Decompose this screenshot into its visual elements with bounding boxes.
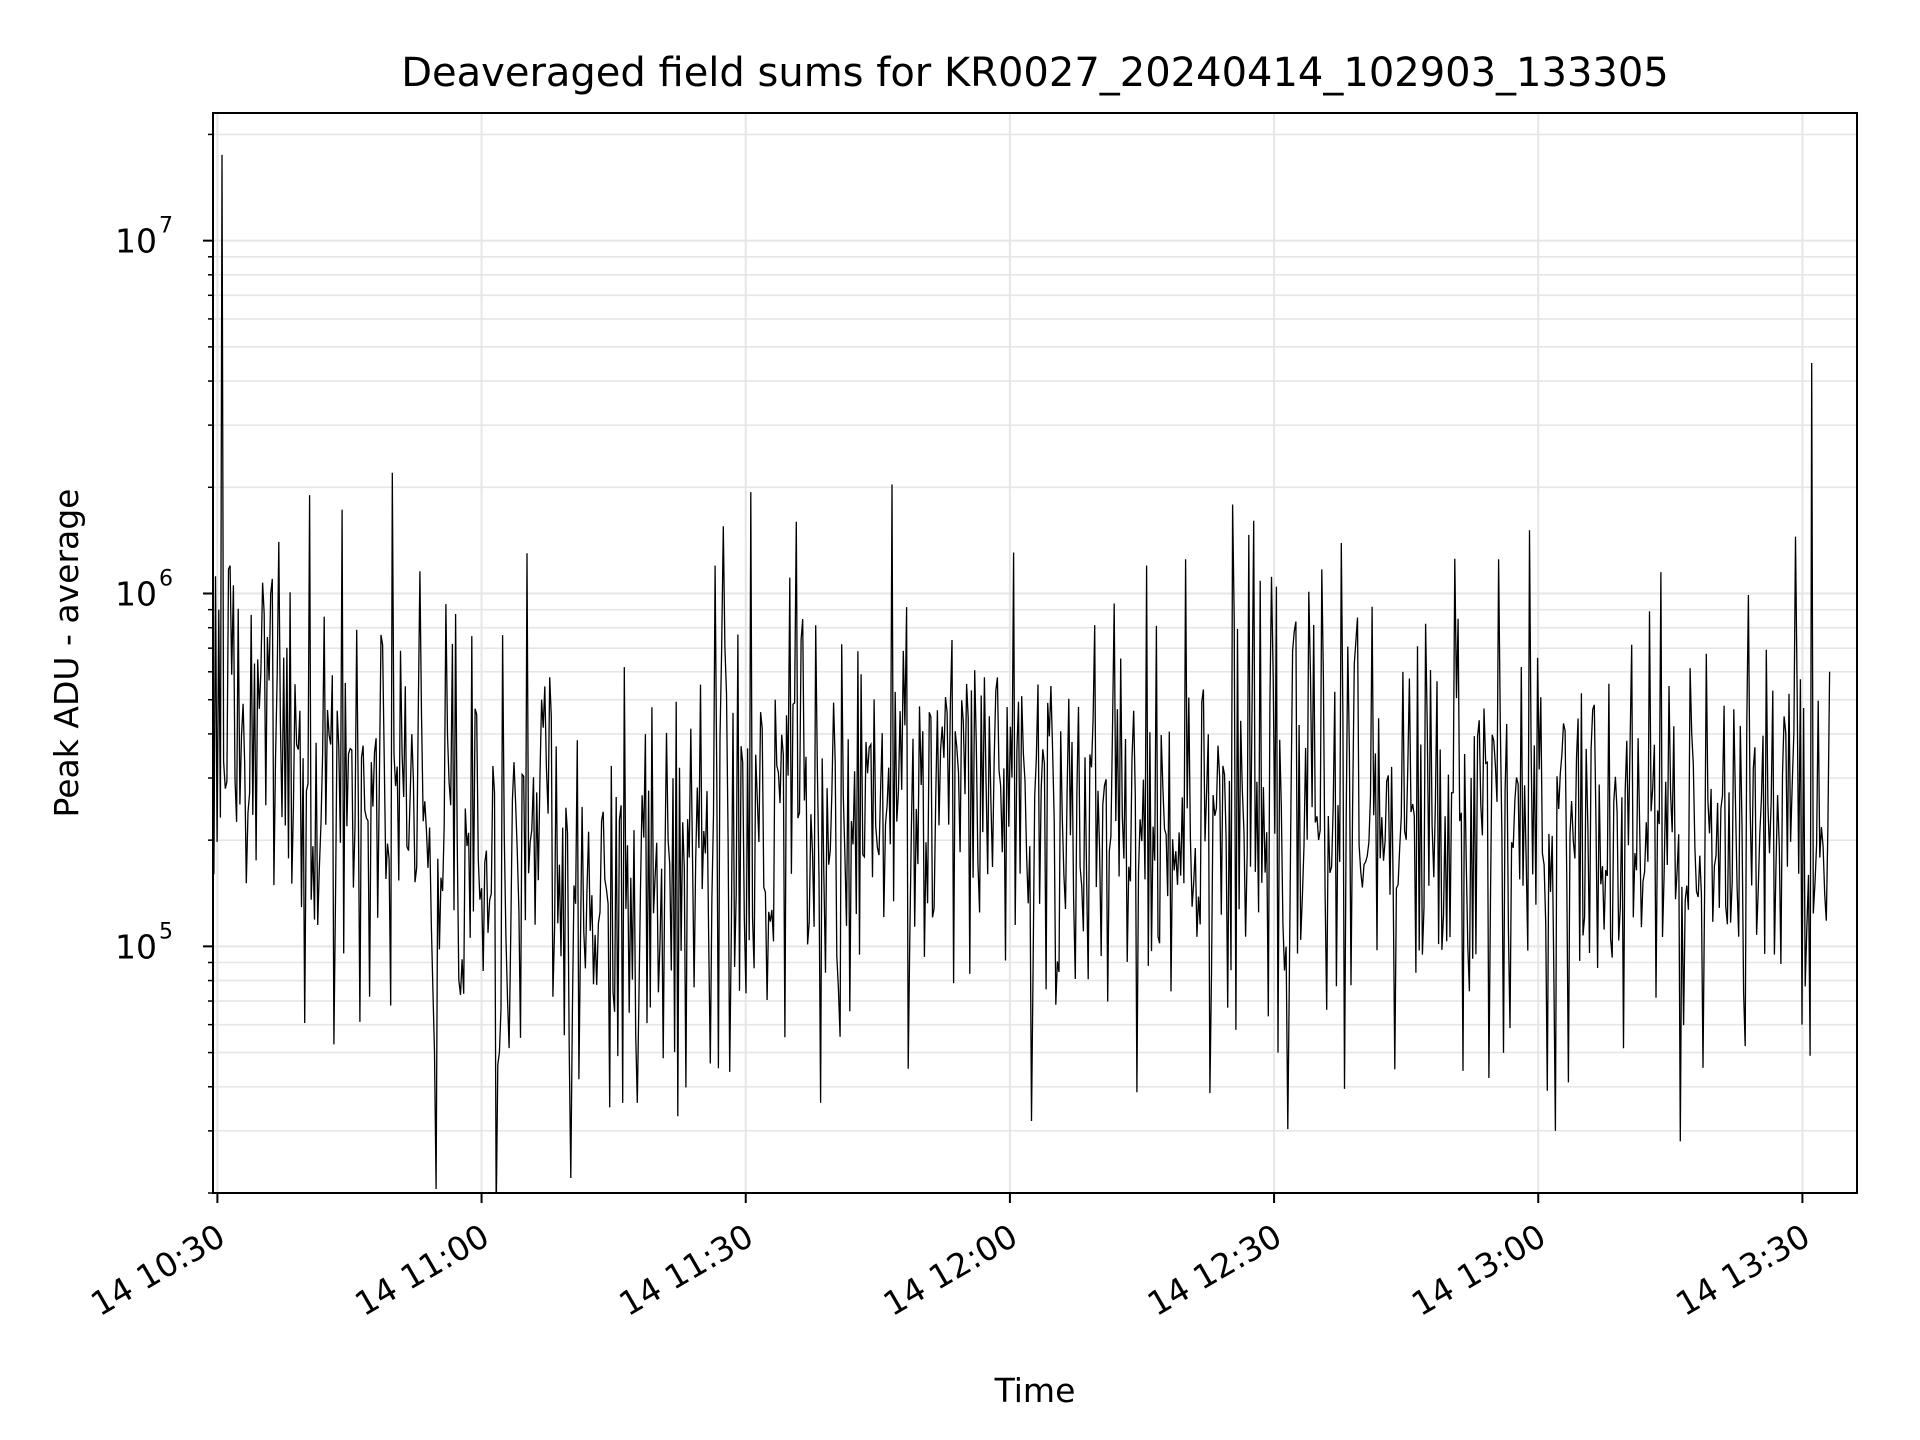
chart-title: Deaveraged field sums for KR0027_2024041… <box>401 50 1669 96</box>
x-axis-label: Time <box>994 1371 1076 1410</box>
plot-frame <box>212 112 1858 1194</box>
series-line <box>213 154 1831 1193</box>
plot-area <box>213 154 1831 1193</box>
grid <box>213 113 1857 1194</box>
y-tick-label-0: 10 <box>115 927 157 966</box>
y-tick-label-2: 10 <box>115 222 157 261</box>
y-tick-exponent-1: 6 <box>159 567 173 592</box>
y-axis-label: Peak ADU - average <box>47 489 86 818</box>
y-tick-exponent-0: 5 <box>159 919 173 944</box>
y-tick-exponent-2: 7 <box>159 214 173 239</box>
y-tick-label-1: 10 <box>115 575 157 614</box>
